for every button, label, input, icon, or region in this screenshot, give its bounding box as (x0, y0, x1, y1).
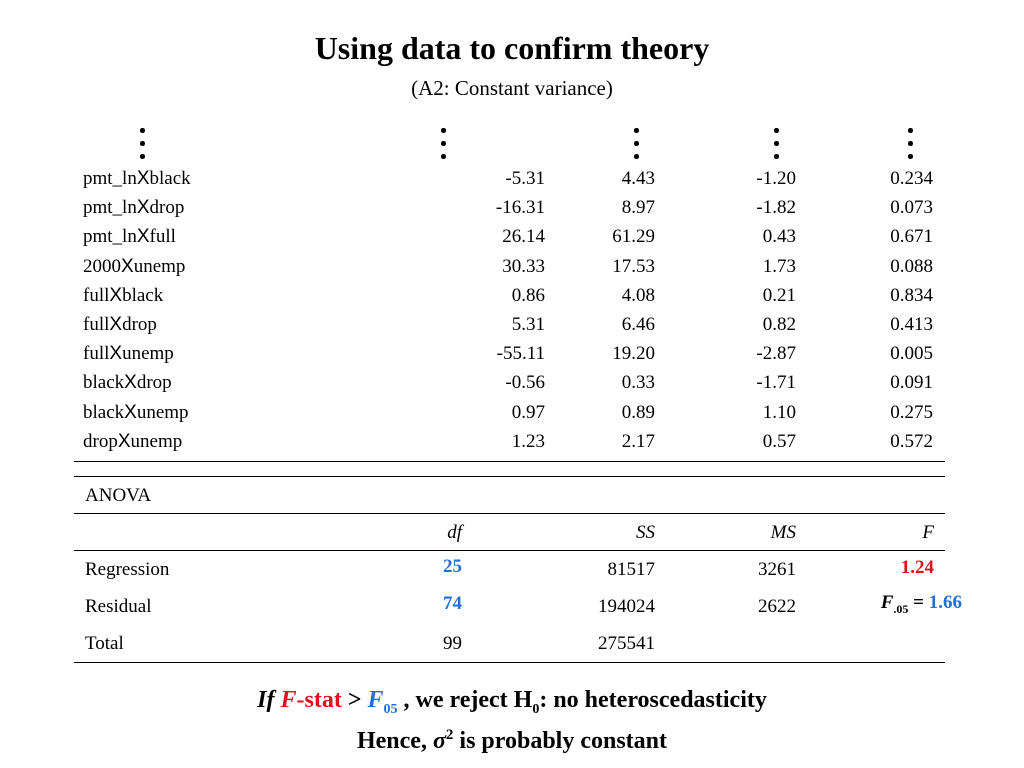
t-stat-value: 0.21 (762, 284, 796, 306)
p-value: 0.091 (890, 372, 933, 394)
variable-name: pmt_lnXfull (83, 226, 176, 248)
slide-subtitle: (A2: Constant variance) (411, 76, 613, 100)
coefficient-value: 30.33 (502, 255, 545, 277)
anova-residual-row: Residual 74 194024 2622 (74, 593, 945, 626)
df-value: 74 (443, 593, 462, 614)
table-row: pmt_lnXblack -5.31 4.43 -1.20 0.234 (83, 165, 943, 194)
p-value: 0.572 (890, 430, 933, 452)
anova-total-row: Total 99 275541 (74, 633, 945, 663)
ss-value: 81517 (607, 559, 656, 580)
df-value: 99 (443, 633, 462, 654)
table-row: pmt_lnXfull 26.14 61.29 0.43 0.671 (83, 223, 943, 252)
ms-value: 2622 (758, 596, 796, 617)
coefficients-table: pmt_lnXblack -5.31 4.43 -1.20 0.234 pmt_… (83, 165, 943, 457)
df-header: df (447, 522, 462, 543)
row-label: Regression (85, 559, 170, 580)
variable-name: pmt_lnXblack (83, 168, 191, 189)
ms-header: MS (770, 522, 796, 543)
variable-name: fullXblack (83, 284, 164, 306)
standard-error-value: 2.17 (621, 430, 655, 452)
ss-value: 194024 (598, 596, 655, 617)
ss-header: SS (636, 522, 655, 543)
sigma-symbol: σ (432, 728, 446, 754)
standard-error-value: 0.89 (621, 401, 655, 423)
f-stat-value: 1.24 (900, 557, 934, 578)
coefficient-value: 1.23 (511, 430, 545, 452)
variable-name: fullXunemp (83, 343, 174, 365)
conclusion-line-1: If F-stat > F05 , we reject H0: no heter… (257, 687, 767, 717)
t-stat-value: 0.43 (762, 226, 796, 248)
ms-value: 3261 (758, 559, 796, 580)
table-row: pmt_lnXdrop -16.31 8.97 -1.82 0.073 (83, 194, 943, 223)
p-value: 0.073 (890, 197, 933, 219)
table-row: fullXdrop 5.31 6.46 0.82 0.413 (83, 311, 943, 340)
standard-error-value: 4.43 (621, 168, 655, 189)
f-header: F (922, 522, 934, 543)
coefficient-value: -55.11 (496, 343, 545, 365)
variable-name: 2000Xunemp (83, 255, 186, 277)
standard-error-value: 0.33 (621, 372, 655, 394)
vertical-ellipsis-icon (441, 128, 449, 162)
anova-regression-row: Regression 25 81517 3261 1.24 (74, 556, 945, 589)
variable-name: blackXunemp (83, 401, 189, 423)
vertical-ellipsis-icon (140, 128, 148, 162)
coefficient-value: 0.97 (511, 401, 545, 423)
t-stat-value: 1.73 (762, 255, 796, 277)
table-row: blackXdrop -0.56 0.33 -1.71 0.091 (83, 369, 943, 398)
standard-error-value: 17.53 (612, 255, 655, 277)
standard-error-value: 8.97 (621, 197, 655, 219)
variable-name: blackXdrop (83, 372, 172, 394)
vertical-ellipsis-icon (634, 128, 642, 162)
t-stat-value: -1.71 (756, 372, 796, 394)
variable-name: fullXdrop (83, 313, 157, 335)
coefficient-value: -16.31 (495, 197, 545, 219)
p-value: 0.671 (890, 226, 933, 248)
coefficient-value: 5.31 (511, 313, 545, 335)
p-value: 0.413 (890, 313, 933, 335)
coefficient-value: -5.31 (505, 168, 545, 189)
row-label: Residual (85, 596, 152, 617)
standard-error-value: 61.29 (612, 226, 655, 248)
p-value: 0.234 (890, 168, 933, 189)
variable-name: pmt_lnXdrop (83, 197, 185, 219)
p-value: 0.088 (890, 255, 933, 277)
table-row: fullXunemp -55.11 19.20 -2.87 0.005 (83, 340, 943, 369)
coefficient-value: 26.14 (502, 226, 545, 248)
variable-name: dropXunemp (83, 430, 183, 452)
p-value: 0.834 (890, 284, 933, 306)
t-stat-value: 0.82 (762, 313, 796, 335)
slide-title: Using data to confirm theory (314, 30, 710, 66)
ss-value: 275541 (598, 633, 655, 654)
coefficient-value: -0.56 (505, 372, 545, 394)
table-divider (74, 662, 945, 663)
t-stat-value: -2.87 (756, 343, 796, 365)
t-stat-value: -1.20 (756, 168, 796, 189)
standard-error-value: 6.46 (621, 313, 655, 335)
conclusion-line-2: Hence, σ2 is probably constant (356, 727, 668, 754)
p-value: 0.005 (890, 343, 933, 365)
f-critical-value: F.05 = 1.66 (880, 592, 962, 616)
standard-error-value: 19.20 (612, 343, 655, 365)
vertical-ellipsis-icon (774, 128, 782, 162)
table-divider (74, 461, 945, 462)
table-divider (74, 550, 945, 551)
anova-title: ANOVA (85, 485, 152, 506)
table-divider (74, 513, 945, 514)
standard-error-value: 4.08 (621, 284, 655, 306)
t-stat-value: 1.10 (762, 401, 796, 423)
df-value: 25 (443, 556, 462, 577)
t-stat-value: 0.57 (762, 430, 796, 452)
table-row: blackXunemp 0.97 0.89 1.10 0.275 (83, 399, 943, 428)
row-label: Total (85, 633, 124, 654)
table-row: fullXblack 0.86 4.08 0.21 0.834 (83, 282, 943, 311)
t-stat-value: -1.82 (756, 197, 796, 219)
p-value: 0.275 (890, 401, 933, 423)
table-row: dropXunemp 1.23 2.17 0.57 0.572 (83, 428, 943, 457)
coefficient-value: 0.86 (511, 284, 545, 306)
table-row: 2000Xunemp 30.33 17.53 1.73 0.088 (83, 253, 943, 282)
anova-header-row: df SS MS F (74, 522, 945, 552)
table-divider (74, 476, 945, 477)
vertical-ellipsis-icon (908, 128, 916, 162)
